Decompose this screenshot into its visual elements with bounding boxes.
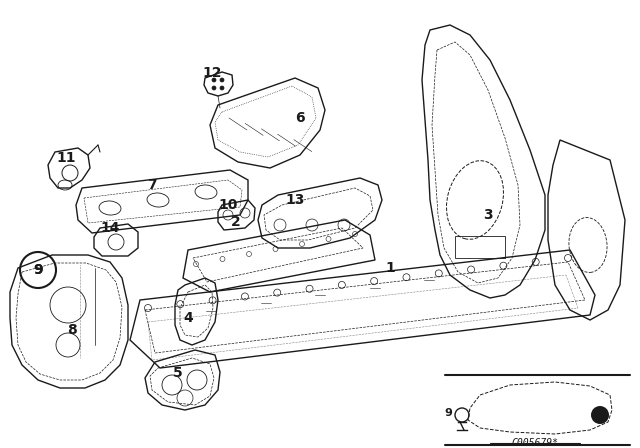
- Text: 9: 9: [33, 263, 43, 277]
- Circle shape: [220, 86, 224, 90]
- Text: 7: 7: [147, 178, 157, 192]
- Text: 5: 5: [173, 366, 183, 380]
- Text: 13: 13: [285, 193, 305, 207]
- Text: 10: 10: [218, 198, 237, 212]
- Text: 2: 2: [231, 215, 241, 229]
- Text: 14: 14: [100, 221, 120, 235]
- Circle shape: [212, 86, 216, 90]
- Text: 1: 1: [385, 261, 395, 275]
- Text: 6: 6: [295, 111, 305, 125]
- Text: C005679*: C005679*: [511, 438, 559, 448]
- Text: 9: 9: [33, 263, 43, 277]
- Circle shape: [220, 78, 224, 82]
- Text: 12: 12: [202, 66, 221, 80]
- Circle shape: [212, 78, 216, 82]
- Text: 4: 4: [183, 311, 193, 325]
- Text: 11: 11: [56, 151, 76, 165]
- Text: 3: 3: [483, 208, 493, 222]
- Text: 8: 8: [67, 323, 77, 337]
- Circle shape: [591, 406, 609, 424]
- Text: 9: 9: [444, 408, 452, 418]
